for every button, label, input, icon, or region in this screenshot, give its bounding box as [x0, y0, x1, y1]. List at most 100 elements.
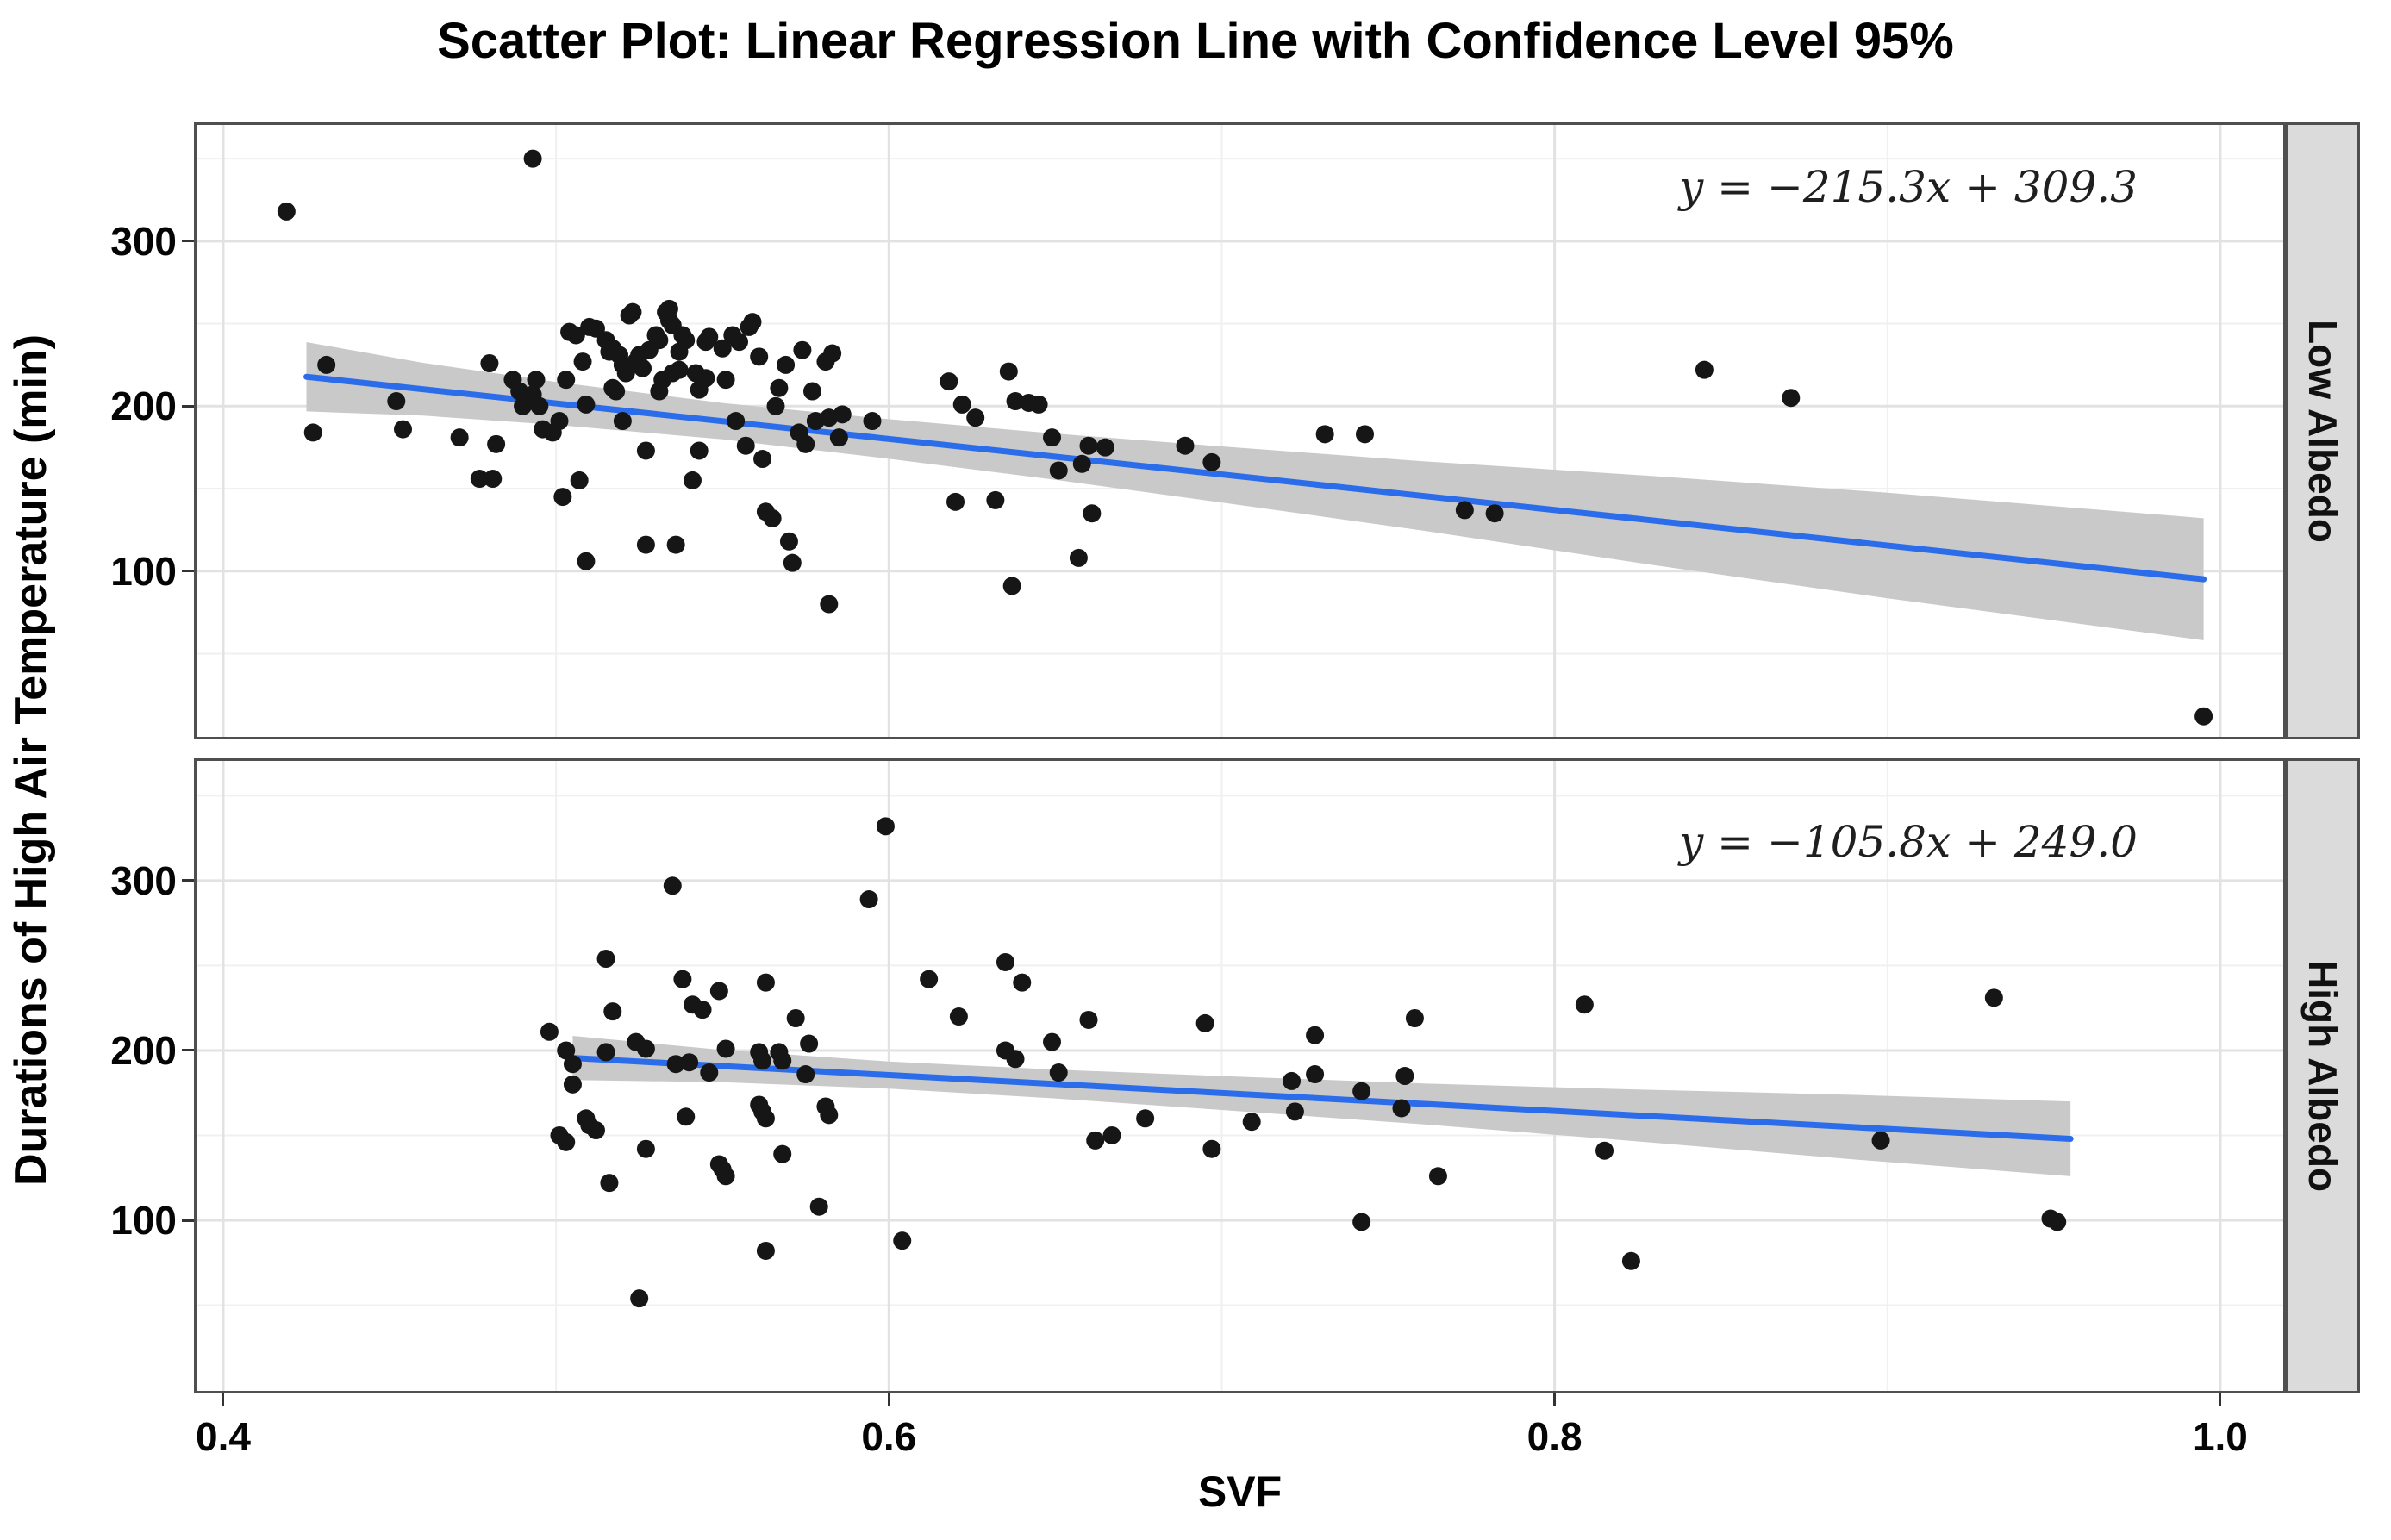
data-point — [577, 395, 596, 414]
data-point — [952, 395, 971, 414]
data-point — [557, 371, 576, 390]
y-tick-label: 200 — [110, 383, 177, 429]
data-point — [999, 362, 1018, 381]
data-point — [763, 508, 782, 527]
data-point — [1013, 973, 1032, 992]
panel-border — [194, 758, 2286, 1393]
data-point — [1392, 1099, 1411, 1118]
data-point — [786, 1009, 805, 1027]
data-point — [1196, 1013, 1214, 1032]
data-point — [1202, 452, 1221, 471]
data-point — [1485, 504, 1504, 523]
data-point — [753, 1051, 772, 1070]
data-point — [756, 1241, 775, 1260]
data-point — [773, 1144, 792, 1163]
data-point — [663, 876, 682, 895]
data-point — [1595, 1141, 1614, 1160]
data-point — [523, 149, 542, 168]
data-point — [736, 436, 755, 455]
data-point — [623, 302, 642, 321]
data-point — [1072, 454, 1091, 473]
data-point — [770, 378, 789, 397]
data-point — [683, 471, 702, 489]
panel-canvas — [194, 758, 2286, 1393]
data-point — [743, 313, 762, 332]
data-point — [550, 412, 569, 431]
data-point — [1306, 1065, 1325, 1084]
data-point — [634, 359, 652, 377]
facet-strip-low-albedo: Low Albedo — [2286, 122, 2360, 739]
data-point — [480, 354, 499, 373]
data-point — [1871, 1131, 1890, 1150]
data-point — [650, 331, 669, 350]
data-point — [966, 408, 985, 427]
y-tick-label: 300 — [110, 857, 177, 903]
data-point — [563, 1075, 582, 1094]
data-point — [949, 1007, 968, 1026]
x-tick-label: 0.4 — [195, 1414, 251, 1459]
data-point — [1352, 1213, 1371, 1231]
data-point — [1242, 1113, 1261, 1132]
data-point — [833, 405, 852, 424]
data-point — [1428, 1167, 1447, 1186]
data-point — [700, 1063, 719, 1082]
data-point — [1083, 504, 1102, 523]
data-point — [603, 1002, 622, 1021]
data-point — [876, 817, 895, 836]
data-point — [2048, 1213, 2067, 1231]
data-point — [600, 1174, 619, 1193]
data-point — [1782, 389, 1801, 408]
data-point — [777, 355, 796, 374]
data-point — [1285, 1102, 1304, 1121]
facet-strip-label: High Albedo — [2300, 959, 2345, 1193]
data-point — [1136, 1109, 1155, 1128]
regression-line — [569, 1055, 2074, 1142]
data-point — [2194, 707, 2213, 726]
data-point — [820, 595, 839, 614]
data-point — [394, 420, 413, 439]
y-tick-mark — [182, 1049, 194, 1052]
data-point — [773, 1051, 792, 1070]
y-tick-label: 100 — [110, 1198, 177, 1243]
data-point — [1283, 1071, 1302, 1090]
y-axis-title: Durations of High Air Temperature (min) — [6, 334, 56, 1187]
data-point — [450, 428, 469, 447]
data-point — [823, 344, 842, 363]
data-point — [540, 1022, 559, 1041]
data-point — [779, 532, 798, 551]
data-point — [1575, 995, 1594, 1014]
data-point — [630, 1289, 649, 1308]
data-point — [1315, 425, 1334, 444]
x-tick-label: 1.0 — [2192, 1414, 2248, 1459]
data-point — [766, 396, 785, 415]
data-point — [530, 396, 549, 415]
data-point — [1176, 436, 1195, 455]
data-point — [1356, 425, 1375, 444]
minor-gridlines — [194, 122, 2286, 739]
data-point — [1695, 360, 1714, 379]
panel-canvas — [194, 122, 2286, 739]
data-point — [800, 1034, 819, 1053]
data-point — [677, 331, 696, 350]
x-axis-title: SVF — [1197, 1468, 1283, 1516]
y-tick-mark — [182, 879, 194, 882]
data-point — [716, 1167, 735, 1186]
data-point — [277, 202, 296, 221]
data-point — [570, 471, 589, 489]
data-point — [596, 950, 615, 969]
data-point — [573, 352, 592, 371]
data-point — [1079, 436, 1098, 455]
data-point — [1086, 1131, 1105, 1150]
data-point — [809, 1197, 828, 1216]
data-point — [673, 970, 692, 988]
data-point — [1049, 1063, 1068, 1082]
data-point — [996, 952, 1014, 971]
data-point — [1621, 1251, 1640, 1270]
data-point — [946, 492, 965, 511]
regression-equation-high-albedo: y = −105.8x + 249.0 — [1679, 817, 2138, 867]
data-point — [487, 434, 506, 453]
data-points — [277, 149, 2213, 726]
data-point — [1079, 1010, 1098, 1029]
minor-gridlines — [194, 758, 2286, 1393]
